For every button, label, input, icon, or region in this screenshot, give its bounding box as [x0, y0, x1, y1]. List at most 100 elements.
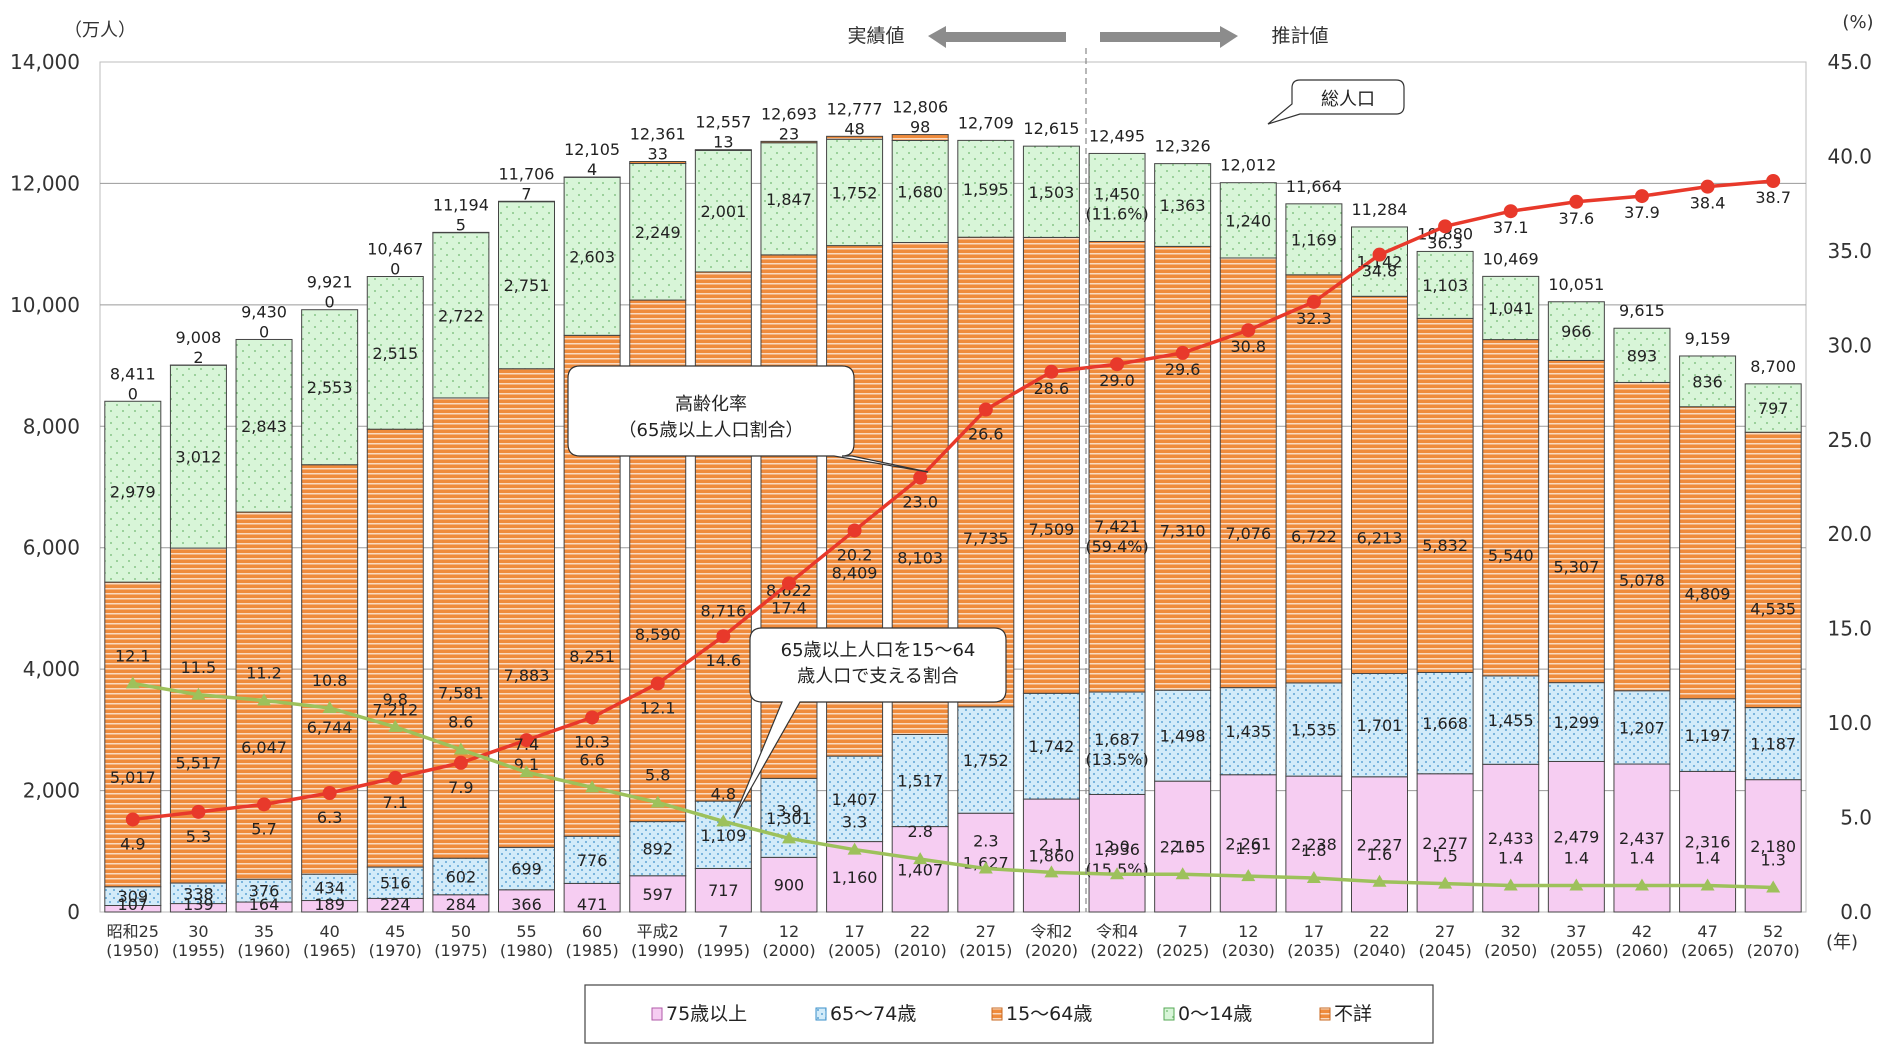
- aging-rate-point: [1306, 294, 1321, 309]
- segment-label: 366: [511, 895, 542, 914]
- x-tick-label-year: (1960): [237, 941, 290, 960]
- segment-label: 7,310: [1160, 521, 1206, 540]
- segment-label: 6,213: [1357, 529, 1403, 548]
- aging-rate-point: [453, 755, 468, 770]
- support-ratio-point: [1766, 880, 1781, 893]
- segment-label: 7,421 (59.4%): [1085, 517, 1148, 556]
- support-ratio-value: 2.3: [973, 832, 998, 851]
- bar-segment-15-64: [1613, 381, 1671, 692]
- total-label: 10,469: [1483, 249, 1539, 268]
- bar-segment-65-74: [760, 777, 818, 858]
- aging-rate-value: 36.3: [1427, 233, 1463, 252]
- x-tick-label-era: 27: [1435, 922, 1455, 941]
- bar-segment-75plus: [760, 856, 818, 913]
- segment-label: 1,142: [1357, 253, 1403, 272]
- support-ratio-point: [322, 701, 337, 713]
- x-tick-label-year: (1990): [631, 941, 684, 960]
- bar-segment-65-74: [826, 755, 884, 843]
- total-label: 12,709: [958, 113, 1014, 132]
- segment-label: 1,498: [1160, 727, 1206, 746]
- segment-label: 892: [642, 840, 673, 859]
- bar-segment-0-14: [366, 276, 424, 430]
- total-label: 10,880: [1417, 224, 1473, 243]
- support-ratio-value: 5.8: [645, 765, 670, 784]
- bar-segment-unknown: [760, 140, 818, 144]
- segment-label: 4,535: [1750, 599, 1796, 618]
- x-tick-label-year: (2030): [1222, 941, 1275, 960]
- bar-segment-0-14: [1679, 355, 1737, 408]
- segment-label: 1,160: [832, 868, 878, 887]
- aging-rate-value: 34.8: [1362, 262, 1398, 281]
- left-tick-label: 2,000: [23, 779, 80, 803]
- segment-label: 1,595: [963, 180, 1009, 199]
- bar-segment-0-14: [760, 142, 818, 256]
- total-label: 11,664: [1286, 177, 1342, 196]
- left-tick-label: 6,000: [23, 536, 80, 560]
- segment-label: 1,455: [1488, 711, 1534, 730]
- segment-label: 5: [456, 215, 466, 234]
- x-tick-label-era: 12: [1238, 922, 1258, 941]
- bar-segment-0-14: [957, 139, 1015, 238]
- total-label: 10,051: [1548, 275, 1604, 294]
- support-ratio-point: [1569, 878, 1584, 891]
- total-population-callout: 総人口: [1267, 79, 1405, 125]
- support-ratio-value: 2.0: [1104, 837, 1129, 856]
- period-annotation: 実績値 推計値: [847, 25, 1329, 912]
- total-population-label: 総人口: [1321, 89, 1375, 110]
- legend-swatch-15-64: [991, 1007, 1003, 1021]
- aging-rate-value: 38.4: [1690, 194, 1726, 213]
- aging-rate-value: 5.7: [251, 819, 276, 838]
- legend-swatch-65-74: [815, 1007, 827, 1021]
- aging-rate-point: [650, 676, 665, 691]
- support-ratio-point: [650, 795, 665, 808]
- total-label: 12,806: [892, 98, 948, 117]
- aging-rate-value: 29.6: [1165, 360, 1201, 379]
- segment-label: 2,479: [1553, 828, 1599, 847]
- aging-rate-value: 14.6: [706, 651, 742, 670]
- aging-rate-value: 12.1: [640, 698, 676, 717]
- segment-label: 7,581: [438, 684, 484, 703]
- x-tick-label-era: 12: [779, 922, 799, 941]
- x-axis-unit: (年): [1826, 932, 1858, 953]
- total-label: 12,495: [1089, 126, 1145, 145]
- segment-label: 7,509: [1029, 520, 1075, 539]
- x-tick-label-era: 50: [451, 922, 471, 941]
- total-labels: 8,411 9,008 9,430 9,921 10,467 11,194 11,706 12…: [110, 98, 1796, 384]
- segment-label: 5,832: [1422, 536, 1468, 555]
- bar-segment-65-74: [1022, 692, 1080, 800]
- support-ratio-value: 1.4: [1695, 849, 1720, 868]
- support-ratio-value: 1.3: [1760, 850, 1785, 869]
- x-tick-label-era: 22: [910, 922, 930, 941]
- segment-label: 0: [128, 384, 138, 403]
- segment-label: 893: [1627, 346, 1658, 365]
- segment-label: 2,722: [438, 306, 484, 325]
- bar-segment-65-74: [1482, 675, 1540, 765]
- support-ratio-point: [978, 861, 993, 874]
- segment-label: 1,301: [766, 809, 812, 828]
- bar-segment-75plus: [1154, 780, 1212, 913]
- aging-rate-value: 23.0: [902, 493, 938, 512]
- segment-label: 7,883: [504, 666, 550, 685]
- bar-segment-65-74: [1416, 671, 1474, 775]
- x-tick-label-year: (2040): [1353, 941, 1406, 960]
- left-tick-label: 12,000: [10, 171, 80, 195]
- support-ratio-value: 1.4: [1498, 849, 1523, 868]
- aging-rate-point: [1634, 189, 1649, 204]
- support-ratio-point: [913, 852, 928, 865]
- support-ratio-value: 11.2: [246, 663, 282, 682]
- support-ratio-value: 1.8: [1301, 841, 1326, 860]
- support-ratio-line: [132, 681, 1774, 890]
- segment-label: 2,155: [1160, 838, 1206, 857]
- bar-segment-15-64: [432, 397, 490, 859]
- x-tick-label-era: 17: [844, 922, 864, 941]
- support-ratio-value: 1.4: [1629, 849, 1654, 868]
- segment-label: 1,109: [700, 826, 746, 845]
- left-tick-label: 0: [67, 900, 80, 924]
- total-label: 9,159: [1685, 329, 1731, 348]
- aging-rate-point: [1044, 364, 1059, 379]
- bar-segment-15-64: [1416, 317, 1474, 673]
- bar-segment-65-74: [498, 846, 555, 891]
- bar-segment-65-74: [366, 866, 424, 899]
- total-label: 8,411: [110, 364, 156, 383]
- segment-label: 98: [910, 118, 930, 137]
